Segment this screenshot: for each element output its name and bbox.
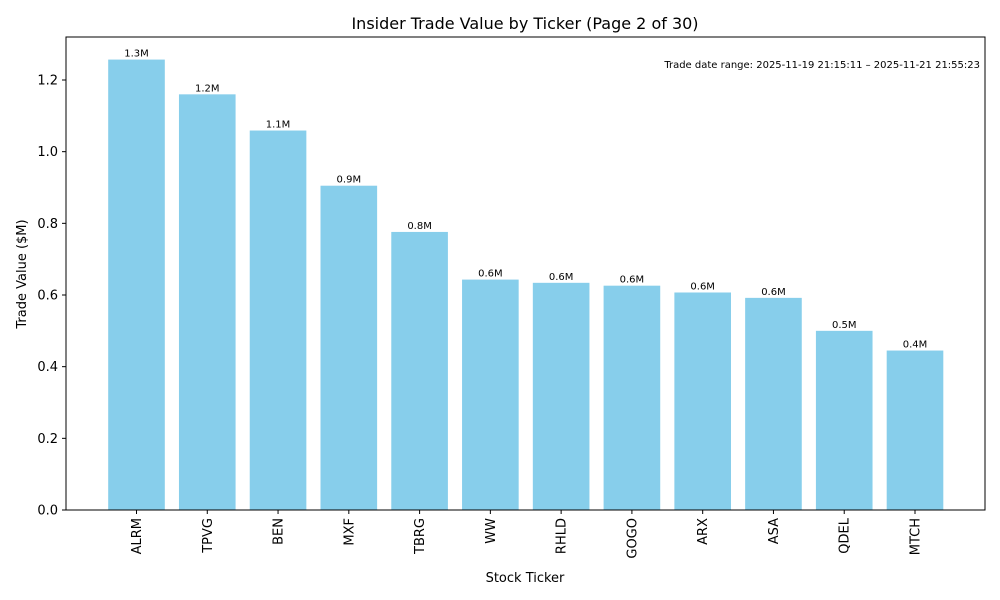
bar-mtch xyxy=(886,350,944,510)
data-label-asa: 0.6M xyxy=(761,287,786,298)
y-tick-label: 0.0 xyxy=(37,504,58,519)
data-label-ben: 1.1M xyxy=(266,120,291,131)
bars-layer: 1.3M 1.2M 1.1M 0.9M 0.8M 0.6M 0.6M 0.6M 0.6M 0.6M… xyxy=(108,49,944,511)
x-axis-label: Stock Ticker xyxy=(486,571,565,586)
bar-tpvg xyxy=(178,94,236,510)
data-label-arx: 0.6M xyxy=(690,281,715,292)
data-label-qdel: 0.5M xyxy=(832,320,857,331)
data-label-tbrg: 0.8M xyxy=(407,221,432,232)
data-label-tpvg: 1.2M xyxy=(195,83,220,94)
data-label-mxf: 0.9M xyxy=(337,175,362,186)
y-tick-label: 1.2 xyxy=(37,74,58,89)
x-tick-label-asa: ASA xyxy=(767,518,782,544)
y-tick-label: 0.8 xyxy=(37,217,58,232)
data-label-mtch: 0.4M xyxy=(903,340,928,351)
plot-frame xyxy=(65,36,986,511)
bar-mxf xyxy=(320,185,378,511)
x-tick-label-mtch: MTCH xyxy=(909,518,924,555)
chart-title: Insider Trade Value by Ticker (Page 2 of… xyxy=(351,14,698,33)
x-tick-label-alrm: ALRM xyxy=(130,518,145,554)
date-range-annotation: Trade date range: 2025-11-19 21:15:11 – … xyxy=(663,60,980,71)
bar-rhld xyxy=(532,282,590,510)
bar-asa xyxy=(745,297,802,510)
y-axis-label: Trade Value ($M) xyxy=(15,219,30,329)
bar-qdel xyxy=(815,330,873,510)
y-tick-label: 1.0 xyxy=(37,145,58,160)
x-tick-label-mxf: MXF xyxy=(342,518,357,546)
bar-ben xyxy=(249,130,307,510)
y-tick-label: 0.2 xyxy=(37,432,58,447)
x-tick-label-ww: WW xyxy=(484,518,499,544)
data-label-alrm: 1.3M xyxy=(124,49,149,60)
x-tick-label-qdel: QDEL xyxy=(838,517,853,553)
x-tick-label-gogo: GOGO xyxy=(625,518,640,559)
data-label-rhld: 0.6M xyxy=(549,272,574,283)
bar-ww xyxy=(462,279,519,510)
x-tick-label-ben: BEN xyxy=(272,518,287,545)
axes-layer: 0.0 0.2 0.4 0.6 0.8 1.0 1.2 ALRM TPVG BEN MXF TBRG W… xyxy=(37,36,986,559)
y-tick-label: 0.4 xyxy=(37,360,58,375)
bar-gogo xyxy=(603,285,661,510)
data-label-ww: 0.6M xyxy=(478,269,503,280)
x-tick-label-rhld: RHLD xyxy=(555,518,570,554)
x-tick-label-tpvg: TPVG xyxy=(201,518,216,554)
data-label-gogo: 0.6M xyxy=(620,275,645,286)
bar-alrm xyxy=(108,59,165,510)
bar-tbrg xyxy=(391,231,448,510)
bar-arx xyxy=(674,292,731,510)
x-tick-label-arx: ARX xyxy=(696,518,711,545)
y-tick-label: 0.6 xyxy=(37,289,58,304)
x-tick-label-tbrg: TBRG xyxy=(413,518,428,555)
